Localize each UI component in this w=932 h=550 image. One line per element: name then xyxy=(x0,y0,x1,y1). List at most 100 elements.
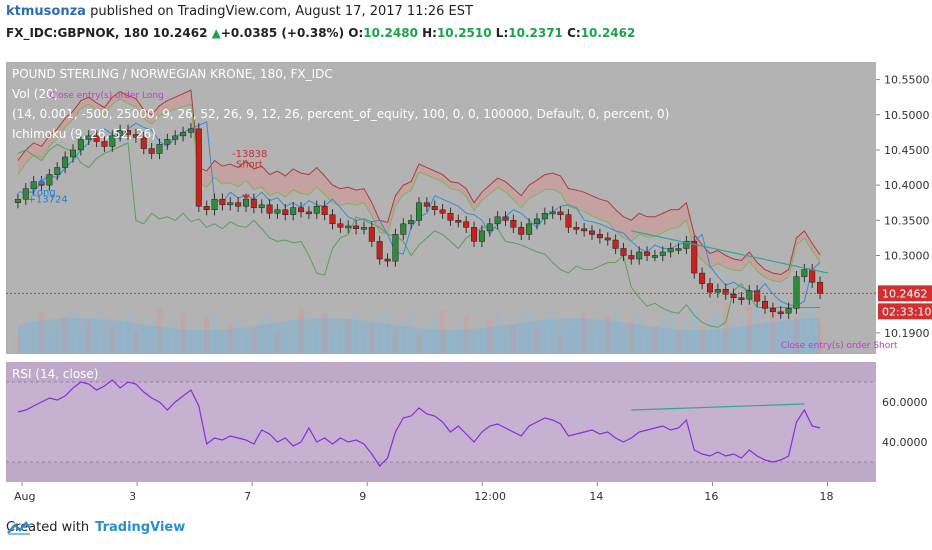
candle-body xyxy=(714,289,721,293)
close-label: C: xyxy=(567,26,581,40)
open-label: O: xyxy=(348,26,364,40)
low-value: 10.2371 xyxy=(508,26,563,40)
candle-body xyxy=(502,216,509,221)
volume-bar xyxy=(604,316,611,354)
ichimoku-span-b xyxy=(17,89,821,276)
long-profit-label: +13724 xyxy=(28,195,68,206)
candle-body xyxy=(46,174,53,186)
volume-bar xyxy=(691,305,697,354)
volume-bar xyxy=(439,310,446,354)
volume-bar xyxy=(408,313,414,354)
candle-body xyxy=(471,227,478,242)
candle-body xyxy=(541,213,548,220)
volume-bar xyxy=(274,333,281,354)
volume-bar xyxy=(298,309,304,354)
candle-body xyxy=(769,308,776,313)
volume-bar xyxy=(715,310,721,354)
tradingview-brand[interactable]: TradingView xyxy=(95,520,186,535)
candle-body xyxy=(274,209,281,214)
candle-body xyxy=(533,218,540,225)
rsi-axis-label: 60.0000 xyxy=(882,396,928,409)
candle-body xyxy=(345,225,352,229)
volume-bar xyxy=(156,308,163,354)
candle-body xyxy=(573,227,580,230)
candle-body xyxy=(180,132,187,137)
candle-body xyxy=(227,202,234,206)
volume-bar xyxy=(565,327,572,354)
volume-bar xyxy=(101,335,108,354)
time-axis-bg xyxy=(6,482,876,508)
volume-bar xyxy=(730,323,737,354)
author-name[interactable]: ktmusonza xyxy=(6,4,86,19)
candle-body xyxy=(266,204,273,214)
tradingview-logo-icon xyxy=(7,521,31,535)
volume-bar xyxy=(306,330,312,354)
time-axis-label: 9 xyxy=(359,490,366,503)
candle-body xyxy=(447,213,454,221)
publish-header: ktmusonza published on TradingView.com, … xyxy=(6,4,473,19)
volume-bar xyxy=(534,330,540,354)
volume-bar xyxy=(762,320,768,354)
chart-svg[interactable]: 10.5500 10.5000 10.4500 10.4000 10.3500 10.30… xyxy=(0,52,932,516)
volume-bar xyxy=(424,326,430,354)
short-arrow-icon xyxy=(241,194,250,201)
volume-bar xyxy=(494,312,501,354)
time-axis-label: 18 xyxy=(819,490,833,503)
price-pane xyxy=(6,62,876,354)
close-long-annotation: Close entry(s) order Long xyxy=(49,91,163,101)
volume-bar xyxy=(38,312,45,354)
time-axis-label: 14 xyxy=(589,490,603,503)
volume-bar xyxy=(54,325,61,354)
candle-body xyxy=(549,211,556,215)
candle-body xyxy=(415,202,423,221)
candle-body xyxy=(675,248,682,251)
volume-bar xyxy=(746,307,753,354)
volume-bar xyxy=(219,331,226,354)
candle-body xyxy=(313,205,320,214)
price-axis-label: 10.3000 xyxy=(884,249,930,262)
volume-bar xyxy=(707,318,713,354)
volume-bar xyxy=(329,335,336,354)
close-short-annotation: Close entry(s) order Short xyxy=(781,341,898,351)
symbol-header: FX_IDC:GBPNOK, 180 10.2462 ▲+0.0385 (+0.… xyxy=(6,26,635,40)
volume-bar xyxy=(660,318,666,354)
volume-bar xyxy=(243,336,249,354)
volume-bar xyxy=(416,334,422,354)
candle-body xyxy=(148,148,155,154)
volume-bar xyxy=(487,320,493,354)
candle-body xyxy=(211,198,218,211)
candle-body xyxy=(636,251,643,260)
volume-bar xyxy=(817,322,823,354)
volume-bar xyxy=(188,334,194,354)
candle-body xyxy=(337,223,344,228)
candle-body xyxy=(125,130,132,135)
candle-body xyxy=(101,141,108,147)
candle-body xyxy=(738,297,745,300)
volume-bar xyxy=(542,322,548,354)
candle-body xyxy=(722,289,729,295)
volume-bar xyxy=(70,309,76,354)
price-axis-label: 10.4500 xyxy=(884,144,930,157)
time-axis-label: 3 xyxy=(129,490,136,503)
volume-bar xyxy=(549,314,556,354)
legend-entry: Vol (20) xyxy=(12,87,58,101)
chart-area[interactable]: 10.5500 10.5000 10.4500 10.4000 10.3500 10.30… xyxy=(0,52,932,516)
volume-bar xyxy=(345,319,351,354)
volume-bar xyxy=(628,321,635,354)
volume-bar xyxy=(754,299,760,354)
candle-body xyxy=(140,137,147,149)
candle-body xyxy=(706,283,713,293)
volume-bar xyxy=(667,310,674,354)
candle-body xyxy=(754,290,761,302)
volume-bar xyxy=(675,331,682,354)
legend-entry: Ichimoku (9, 26, 52, 26) xyxy=(12,127,156,141)
candle-body xyxy=(305,211,312,215)
volume-bar xyxy=(722,302,729,354)
rsi-band xyxy=(6,382,876,462)
volume-bar xyxy=(526,309,532,354)
candle-body xyxy=(321,205,328,215)
time-axis-label: Aug xyxy=(14,490,35,503)
volume-bar xyxy=(337,327,344,354)
candle-body xyxy=(250,198,257,208)
volume-bar xyxy=(455,323,462,354)
